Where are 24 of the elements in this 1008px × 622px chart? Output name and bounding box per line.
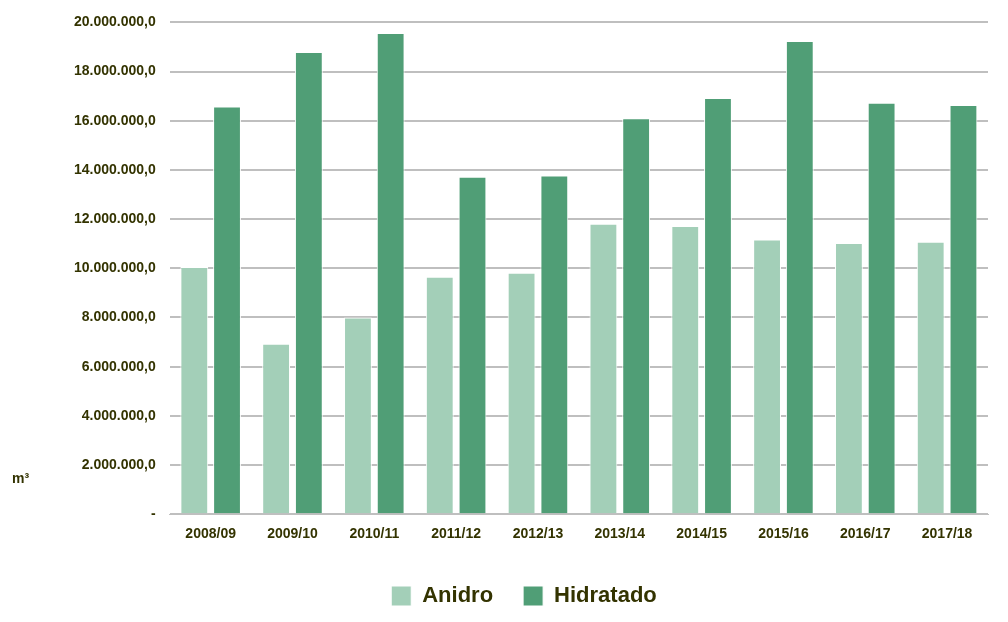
y-tick-label: 4.000.000,0	[81, 406, 156, 423]
x-tick-label: 2013/14	[594, 525, 646, 542]
x-tick-label: 2016/17	[839, 525, 891, 542]
y-tick-label: 2.000.000,0	[81, 455, 156, 472]
x-tick-label: 2008/09	[185, 525, 237, 542]
y-tick-label: 18.000.000,0	[73, 62, 156, 79]
y-tick-label: 10.000.000,0	[73, 259, 156, 276]
x-tick-label: 2017/18	[921, 525, 973, 542]
x-tick-label: 2014/15	[676, 525, 728, 542]
y-tick-label: 12.000.000,0	[73, 209, 156, 226]
legend-label: Hidratado	[554, 582, 657, 608]
x-tick-label: 2015/16	[758, 525, 809, 542]
y-axis-title: m³	[12, 470, 30, 486]
legend-label: Anidro	[422, 582, 494, 608]
x-tick-label: 2012/13	[512, 525, 564, 542]
y-tick-label: 6.000.000,0	[81, 357, 156, 374]
y-tick-label: -	[151, 505, 157, 522]
x-tick-label: 2011/12	[431, 525, 482, 542]
y-tick-label: 14.000.000,0	[73, 160, 156, 177]
y-tick-label: 8.000.000,0	[81, 308, 156, 325]
x-tick-label: 2010/11	[349, 525, 400, 542]
y-tick-label: 16.000.000,0	[73, 111, 156, 128]
x-tick-label: 2009/10	[267, 525, 318, 542]
y-tick-label: 20.000.000,0	[73, 13, 156, 30]
